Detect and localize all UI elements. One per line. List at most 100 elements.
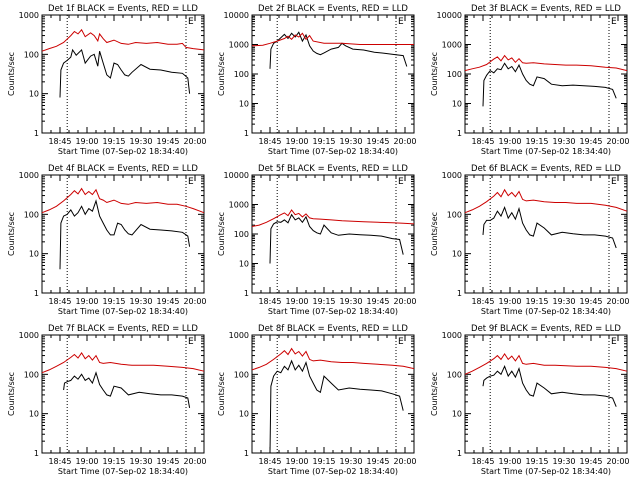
y-tick-label: 1000: [442, 171, 462, 180]
x-tick-label: 19:00: [75, 457, 98, 466]
x-tick-label: 19:45: [579, 297, 602, 306]
plot-frame: [464, 14, 628, 134]
x-tick-label: 19:15: [525, 457, 548, 466]
x-axis-label: Start Time (07-Sep-02 18:34:40): [481, 307, 611, 316]
x-tick-label: 20:00: [393, 137, 416, 146]
events-series-line: [59, 48, 191, 98]
lld-series-line: [464, 352, 628, 375]
y-tick-label: 100: [24, 370, 39, 379]
plot-frame: [251, 14, 415, 134]
events-series-line: [63, 371, 191, 408]
y-tick-label: 10: [239, 100, 249, 109]
x-tick-label: 19:30: [552, 137, 575, 146]
y-tick-label: 1000: [229, 331, 249, 340]
plot-frame: [251, 174, 415, 294]
plot-frame: [41, 174, 205, 294]
x-tick-label: 19:00: [498, 137, 521, 146]
y-tick-label: 10: [29, 250, 39, 259]
plot-title: Det 8f BLACK = Events, RED = LLD: [258, 324, 408, 334]
x-axis-label: Start Time (07-Sep-02 18:34:40): [58, 467, 188, 476]
y-tick-label: 1: [457, 129, 462, 138]
x-tick-label: 19:45: [156, 297, 179, 306]
detector-plot-1: Det 1f BLACK = Events, RED = LLD 1 10 100 10…: [7, 4, 207, 156]
plot-frame: [41, 14, 205, 134]
y-tick-label: 100: [447, 370, 462, 379]
events-series-line: [59, 199, 191, 270]
detector-plot-6: Det 6f BLACK = Events, RED = LLD 1 10 100 10…: [430, 164, 630, 316]
y-tick-label: 10: [239, 260, 249, 269]
x-axis-label: Start Time (07-Sep-02 18:34:40): [481, 147, 611, 156]
plot-title: Det 2f BLACK = Events, RED = LLD: [258, 4, 408, 14]
y-axis-label: Counts/sec: [7, 212, 16, 256]
detector-plot-3: Det 3f BLACK = Events, RED = LLD 1 10 100 10…: [430, 4, 630, 156]
x-tick-label: 20:00: [606, 137, 629, 146]
lld-series-line: [251, 347, 415, 371]
x-tick-label: 20:00: [183, 457, 206, 466]
y-tick-label: 100: [234, 70, 249, 79]
x-axis-label: Start Time (07-Sep-02 18:34:40): [58, 307, 188, 316]
x-tick-label: 19:00: [75, 297, 98, 306]
x-tick-label: 19:45: [156, 457, 179, 466]
x-tick-label: 18:45: [258, 297, 281, 306]
x-tick-label: 19:00: [498, 297, 521, 306]
x-tick-label: 18:45: [258, 457, 281, 466]
detector-plot-4: Det 4f BLACK = Events, RED = LLD 1 10 100 10…: [7, 164, 207, 316]
y-tick-label: 100: [24, 50, 39, 59]
x-tick-label: 20:00: [183, 297, 206, 306]
plot-title: Det 5f BLACK = Events, RED = LLD: [258, 164, 408, 174]
x-axis-label: Start Time (07-Sep-02 18:34:40): [268, 307, 398, 316]
corner-mark: E: [611, 177, 617, 187]
y-tick-label: 1: [34, 449, 39, 458]
x-tick-label: 19:00: [285, 297, 308, 306]
x-tick-label: 20:00: [606, 297, 629, 306]
x-tick-label: 20:00: [183, 137, 206, 146]
y-axis-label: Counts/sec: [217, 212, 226, 256]
x-tick-label: 20:00: [606, 457, 629, 466]
x-tick-label: 19:30: [129, 457, 152, 466]
lld-series-line: [41, 28, 205, 52]
x-tick-label: 19:45: [579, 137, 602, 146]
x-tick-label: 19:30: [129, 297, 152, 306]
y-tick-label: 1: [457, 289, 462, 298]
y-tick-label: 10000: [437, 11, 462, 20]
x-tick-label: 18:45: [48, 297, 71, 306]
x-tick-label: 19:00: [75, 137, 98, 146]
detector-plot-7: Det 7f BLACK = Events, RED = LLD 1 10 100 10…: [7, 324, 207, 476]
x-tick-label: 19:30: [552, 457, 575, 466]
lld-series-line: [41, 187, 205, 214]
lld-series-line: [464, 54, 628, 72]
x-tick-label: 19:45: [579, 457, 602, 466]
x-axis-label: Start Time (07-Sep-02 18:34:40): [268, 467, 398, 476]
y-tick-label: 1000: [19, 331, 39, 340]
x-tick-label: 19:45: [156, 137, 179, 146]
lld-series-line: [251, 209, 415, 227]
y-axis-label: Counts/sec: [430, 372, 439, 416]
x-tick-label: 19:15: [525, 137, 548, 146]
x-tick-label: 18:45: [471, 457, 494, 466]
corner-mark: E: [188, 17, 194, 27]
x-tick-label: 19:15: [312, 297, 335, 306]
y-tick-label: 1: [244, 129, 249, 138]
lld-series-line: [251, 32, 414, 47]
x-tick-label: 19:15: [312, 137, 335, 146]
y-tick-label: 10: [239, 410, 249, 419]
y-tick-label: 100: [234, 370, 249, 379]
y-tick-label: 1: [34, 129, 39, 138]
y-tick-label: 100: [447, 70, 462, 79]
y-tick-label: 100: [24, 210, 39, 219]
y-tick-label: 10: [452, 250, 462, 259]
x-tick-label: 19:15: [102, 457, 125, 466]
x-tick-label: 19:15: [525, 297, 548, 306]
plot-title: Det 9f BLACK = Events, RED = LLD: [471, 324, 621, 334]
y-tick-label: 10: [452, 410, 462, 419]
x-tick-label: 19:15: [102, 137, 125, 146]
x-tick-label: 19:15: [102, 297, 125, 306]
y-axis-label: Counts/sec: [217, 372, 226, 416]
x-tick-label: 19:00: [498, 457, 521, 466]
corner-mark: E: [611, 17, 617, 27]
plot-frame: [464, 334, 628, 454]
x-tick-label: 20:00: [393, 457, 416, 466]
events-series-line: [482, 205, 617, 249]
y-tick-label: 1: [457, 449, 462, 458]
